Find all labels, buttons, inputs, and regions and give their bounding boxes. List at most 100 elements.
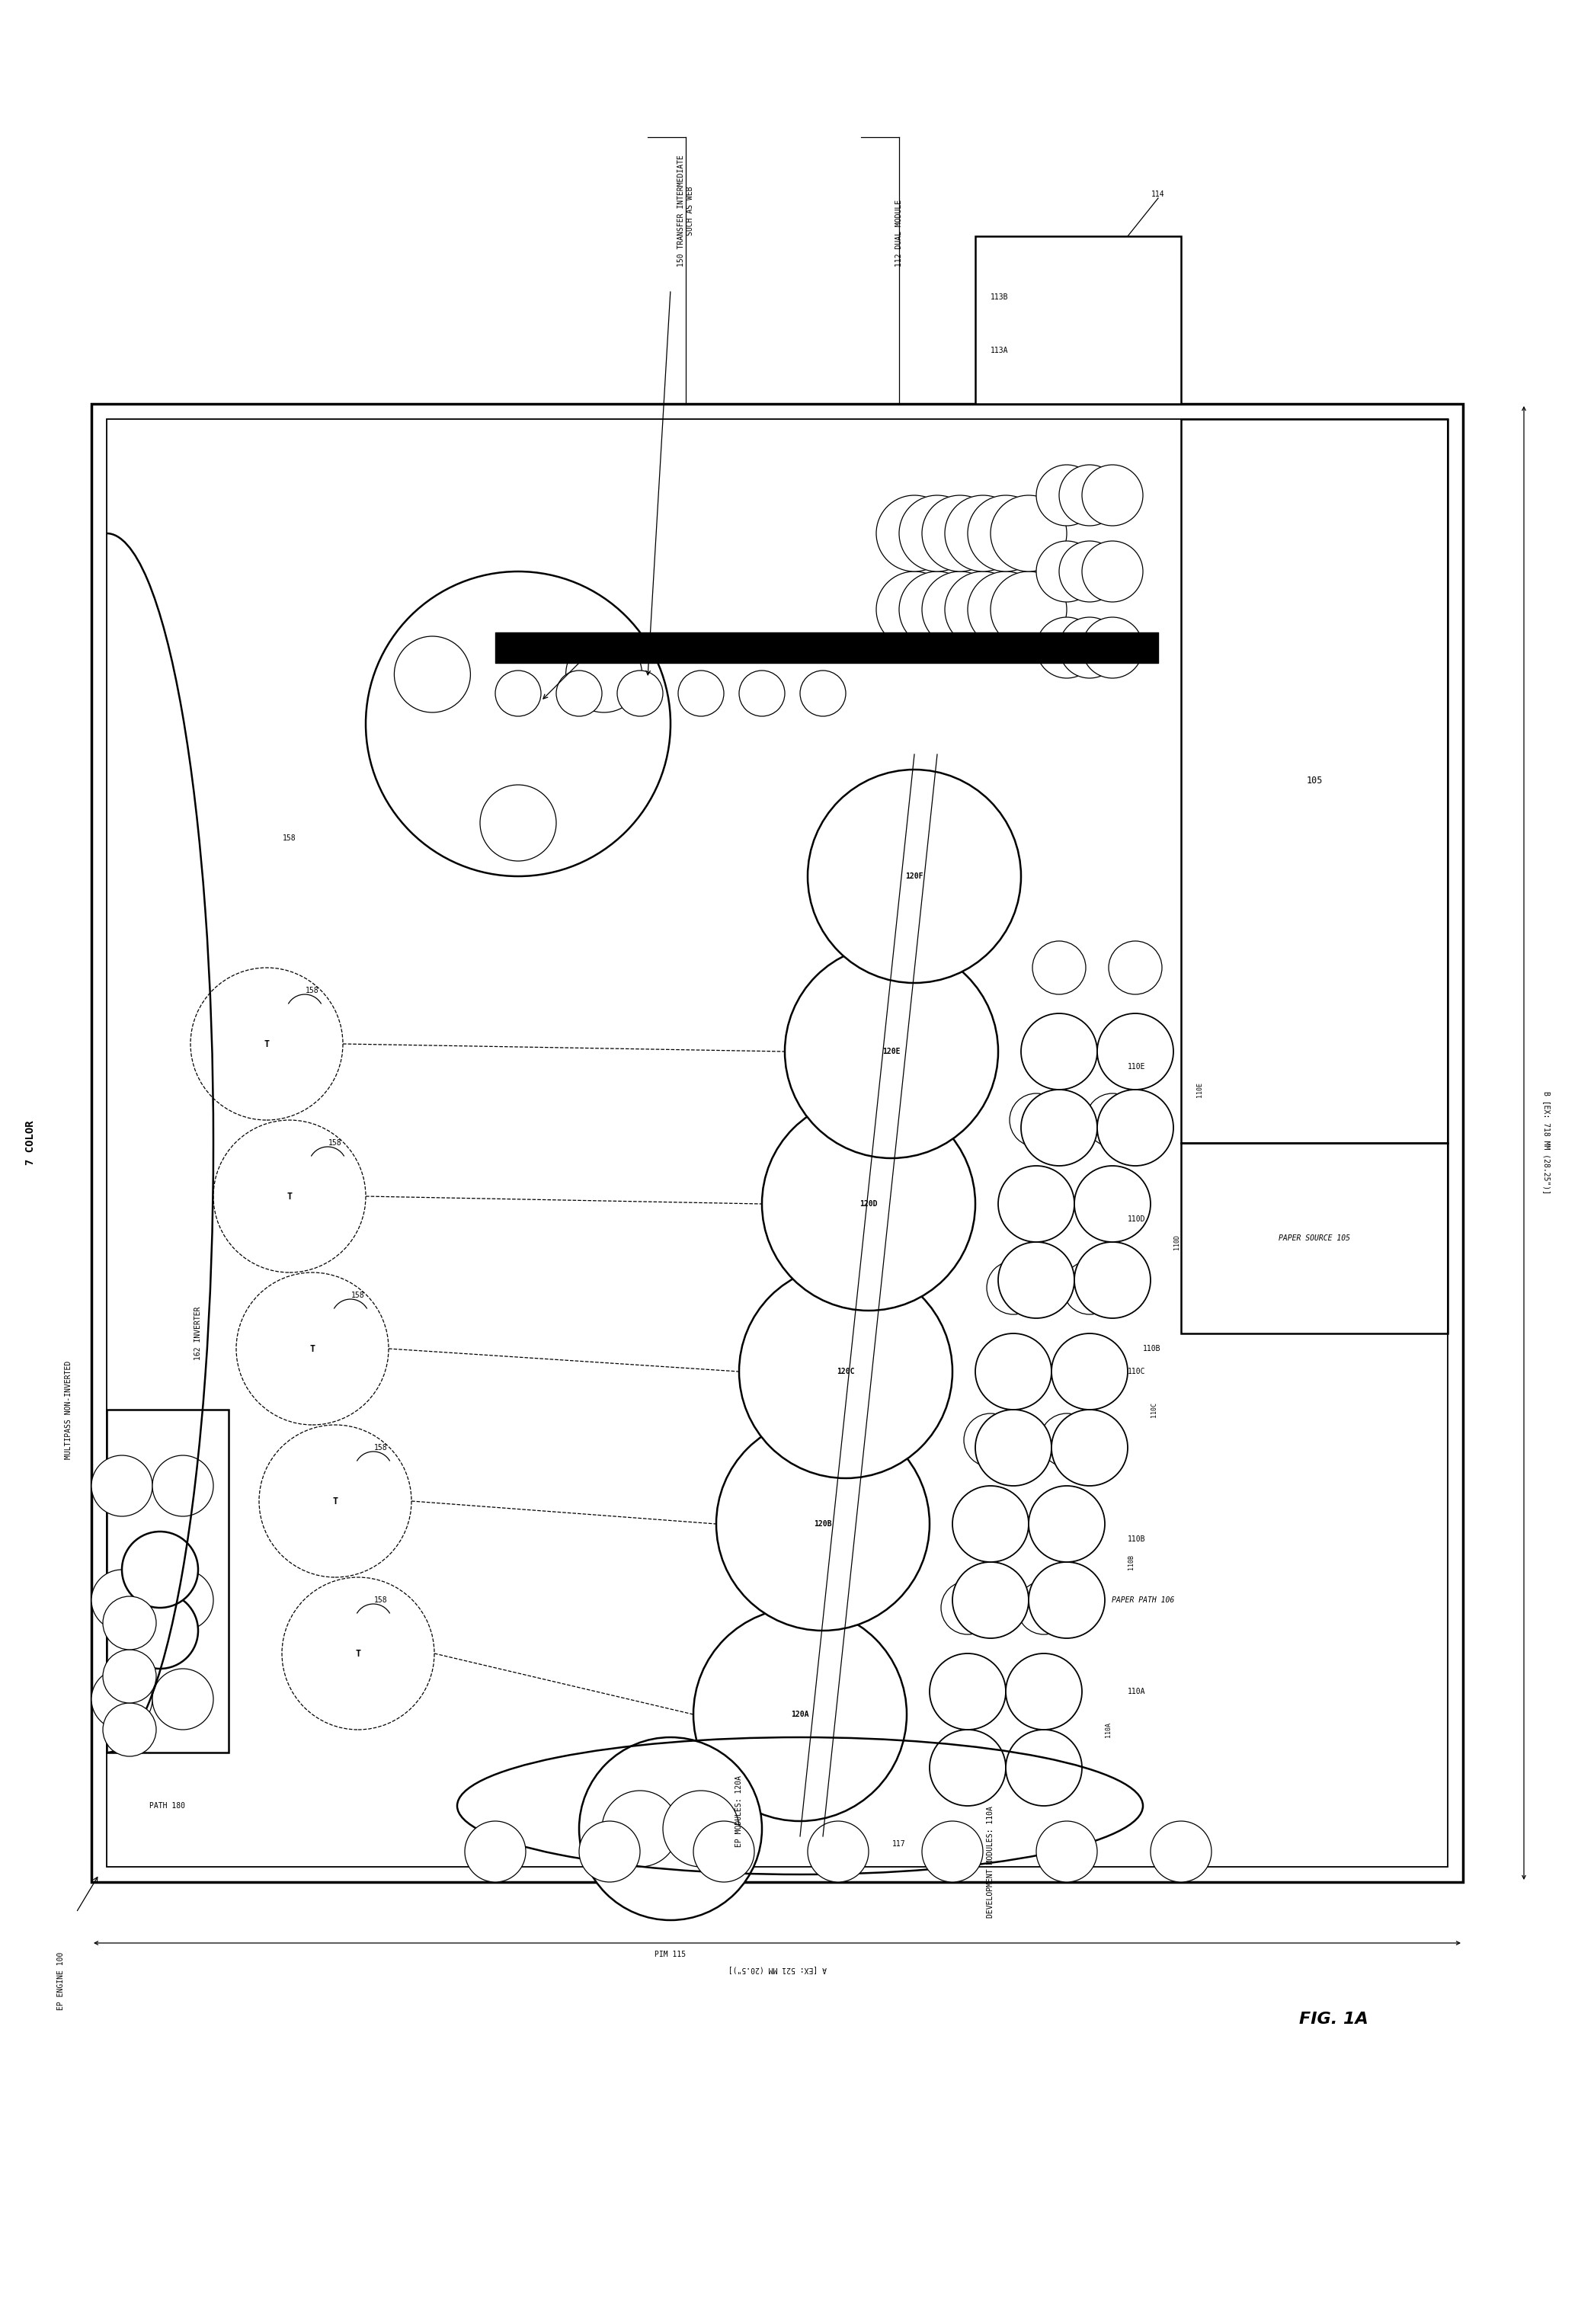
Circle shape: [1075, 1241, 1150, 1318]
Circle shape: [739, 1264, 953, 1478]
Circle shape: [1040, 1413, 1094, 1466]
Text: PAPER SOURCE 105: PAPER SOURCE 105: [1278, 1234, 1351, 1241]
Circle shape: [1059, 465, 1120, 525]
Circle shape: [945, 495, 1021, 572]
Text: 110B: 110B: [1142, 1346, 1161, 1353]
Text: 110D: 110D: [1128, 1215, 1146, 1222]
Circle shape: [800, 672, 846, 716]
Text: 120B: 120B: [814, 1520, 832, 1527]
Circle shape: [716, 1418, 929, 1631]
Bar: [1180, 418, 1447, 1143]
Text: T: T: [264, 1039, 270, 1048]
Text: 113A: 113A: [991, 346, 1008, 353]
Text: MULTIPASS NON-INVERTED: MULTIPASS NON-INVERTED: [65, 1360, 73, 1459]
Text: 110C: 110C: [1128, 1369, 1146, 1376]
Circle shape: [480, 786, 555, 860]
Circle shape: [876, 572, 953, 648]
Circle shape: [1083, 618, 1142, 679]
Circle shape: [808, 1822, 868, 1882]
Circle shape: [1029, 1562, 1105, 1638]
Text: 120C: 120C: [836, 1369, 855, 1376]
Text: 120F: 120F: [906, 872, 923, 881]
Circle shape: [103, 1597, 156, 1650]
Circle shape: [784, 946, 999, 1157]
Circle shape: [953, 1485, 1029, 1562]
Circle shape: [1059, 618, 1120, 679]
Circle shape: [1059, 541, 1120, 602]
Text: 158: 158: [374, 1597, 388, 1604]
Text: 7 COLOR: 7 COLOR: [25, 1120, 36, 1164]
Circle shape: [1051, 1411, 1128, 1485]
Text: 120E: 120E: [882, 1048, 901, 1055]
Circle shape: [899, 572, 975, 648]
Circle shape: [1032, 941, 1086, 995]
Circle shape: [693, 1822, 754, 1882]
Text: T: T: [287, 1192, 292, 1202]
Circle shape: [693, 1608, 907, 1822]
Circle shape: [679, 672, 724, 716]
Circle shape: [922, 1822, 983, 1882]
Circle shape: [122, 1532, 199, 1608]
Text: T: T: [333, 1497, 338, 1506]
Circle shape: [366, 572, 671, 876]
Circle shape: [876, 495, 953, 572]
Bar: [975, 237, 1180, 404]
Bar: [107, 1411, 229, 1752]
Circle shape: [922, 572, 999, 648]
Circle shape: [1051, 1334, 1128, 1411]
Circle shape: [899, 495, 975, 572]
Circle shape: [1075, 1167, 1150, 1241]
Text: 158: 158: [306, 988, 319, 995]
Circle shape: [929, 1652, 1005, 1729]
Circle shape: [1037, 618, 1097, 679]
Text: 120D: 120D: [860, 1199, 877, 1208]
Circle shape: [601, 1789, 679, 1866]
Circle shape: [1010, 1092, 1064, 1146]
Circle shape: [153, 1569, 213, 1631]
Text: 150 TRANSFER INTERMEDIATE
SUCH AS WEB: 150 TRANSFER INTERMEDIATE SUCH AS WEB: [677, 156, 694, 267]
Circle shape: [1037, 465, 1097, 525]
Circle shape: [1021, 1090, 1097, 1167]
Text: T: T: [355, 1648, 361, 1659]
Circle shape: [986, 1262, 1040, 1315]
Circle shape: [394, 637, 470, 713]
Text: 110B: 110B: [1128, 1536, 1146, 1543]
Circle shape: [1005, 1652, 1083, 1729]
Circle shape: [991, 495, 1067, 572]
Circle shape: [1005, 1729, 1083, 1806]
Text: EP MODULES: 120A: EP MODULES: 120A: [735, 1776, 743, 1848]
Circle shape: [964, 1413, 1018, 1466]
Text: 158: 158: [374, 1443, 388, 1452]
Circle shape: [922, 495, 999, 572]
Text: 110D: 110D: [1174, 1234, 1180, 1250]
Circle shape: [967, 572, 1045, 648]
Text: 158: 158: [282, 834, 297, 841]
Text: PATH 180: PATH 180: [150, 1801, 186, 1810]
Text: 110E: 110E: [1128, 1062, 1146, 1071]
Circle shape: [762, 1097, 975, 1311]
Circle shape: [153, 1455, 213, 1515]
Circle shape: [153, 1669, 213, 1729]
Circle shape: [945, 572, 1021, 648]
Text: DEVELOPMENT MODULES: 110A: DEVELOPMENT MODULES: 110A: [986, 1806, 994, 1917]
Text: 120A: 120A: [791, 1710, 810, 1717]
Circle shape: [663, 1789, 739, 1866]
Circle shape: [466, 1822, 525, 1882]
Text: 110C: 110C: [1150, 1401, 1157, 1418]
Text: 110A: 110A: [1105, 1722, 1111, 1738]
Text: 105: 105: [1307, 776, 1322, 786]
Circle shape: [1064, 1262, 1116, 1315]
Circle shape: [579, 1738, 762, 1920]
Circle shape: [92, 1669, 153, 1729]
Text: 110E: 110E: [1196, 1083, 1202, 1097]
Circle shape: [999, 1167, 1075, 1241]
Bar: [107, 418, 1447, 1866]
Text: 162 INVERTER: 162 INVERTER: [194, 1306, 202, 1360]
Circle shape: [1037, 1822, 1097, 1882]
Circle shape: [495, 672, 541, 716]
Circle shape: [617, 672, 663, 716]
Circle shape: [555, 672, 601, 716]
Text: PAPER PATH 106: PAPER PATH 106: [1111, 1597, 1174, 1604]
Circle shape: [1083, 541, 1142, 602]
Circle shape: [967, 495, 1045, 572]
